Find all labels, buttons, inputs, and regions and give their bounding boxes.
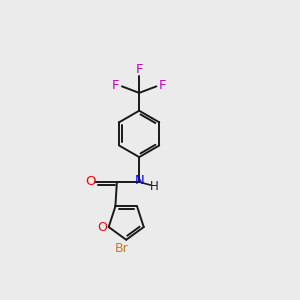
- Text: Br: Br: [115, 242, 129, 255]
- Text: N: N: [135, 174, 145, 187]
- Text: F: F: [159, 79, 167, 92]
- Text: H: H: [150, 180, 158, 193]
- Text: O: O: [97, 220, 107, 233]
- Text: F: F: [135, 63, 143, 76]
- Text: F: F: [112, 79, 119, 92]
- Text: O: O: [85, 175, 95, 188]
